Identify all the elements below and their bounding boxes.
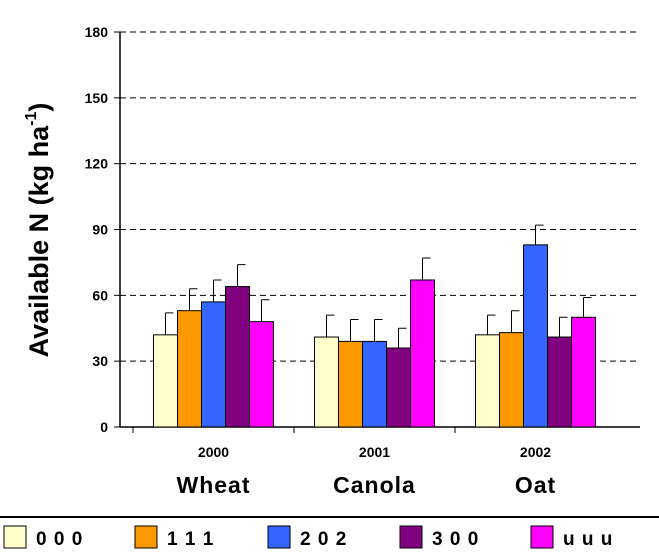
error-bar [213, 279, 222, 302]
error-bar [261, 299, 270, 322]
y-tick-label: 0 [100, 419, 108, 435]
legend-label: u u u [563, 529, 613, 550]
legend-swatch [3, 525, 27, 549]
legend-swatch [267, 525, 291, 549]
error-bar [559, 316, 568, 338]
y-tick-label: 30 [92, 353, 108, 369]
legend-label: 3 0 0 [432, 529, 479, 550]
legend-label: 2 0 2 [300, 529, 347, 550]
bar [338, 340, 363, 428]
y-tick-label: 90 [92, 222, 108, 238]
bar [201, 301, 226, 428]
bar [547, 336, 572, 428]
y-tick-label: 120 [85, 156, 109, 172]
bar [225, 286, 250, 428]
bar [523, 244, 548, 428]
crop-label: Canola [333, 472, 416, 498]
error-bar [374, 318, 383, 342]
error-bar [189, 288, 198, 311]
legend-swatch [399, 525, 423, 549]
error-bar [350, 318, 359, 342]
bar [386, 347, 411, 428]
bar [362, 340, 387, 428]
y-tick-label: 150 [85, 90, 109, 106]
bar [249, 321, 274, 428]
error-bar [165, 312, 174, 335]
error-bar [583, 297, 592, 318]
y-label-text: Available N (kg ha [24, 125, 54, 358]
error-bar [422, 257, 431, 280]
error-bar [511, 310, 520, 333]
x-tick-label: 2002 [520, 444, 551, 460]
x-tick-label: 2001 [359, 444, 390, 460]
y-axis-label: Available N (kg ha-1) [23, 103, 54, 358]
error-bar [237, 264, 246, 287]
crop-label: Oat [515, 472, 556, 498]
y-label-sup: -1 [23, 112, 40, 126]
legend-swatch [134, 525, 158, 549]
bar [410, 279, 435, 428]
y-tick-label: 180 [85, 24, 109, 40]
legend-label: 0 0 0 [36, 529, 83, 550]
bar [499, 332, 524, 428]
error-bar [398, 327, 407, 348]
legend-swatch [530, 525, 554, 549]
error-bar [535, 224, 544, 245]
error-bar [326, 314, 335, 338]
legend-label: 1 1 1 [167, 529, 214, 550]
bar [571, 316, 596, 428]
bar [153, 334, 178, 428]
y-tick-label: 60 [92, 287, 108, 303]
error-bar [487, 314, 496, 335]
y-label-close: ) [24, 103, 54, 112]
bar [475, 334, 500, 428]
x-tick-label: 2000 [198, 444, 229, 460]
bar [177, 310, 202, 428]
bar [314, 336, 339, 428]
crop-label: Wheat [177, 472, 251, 498]
